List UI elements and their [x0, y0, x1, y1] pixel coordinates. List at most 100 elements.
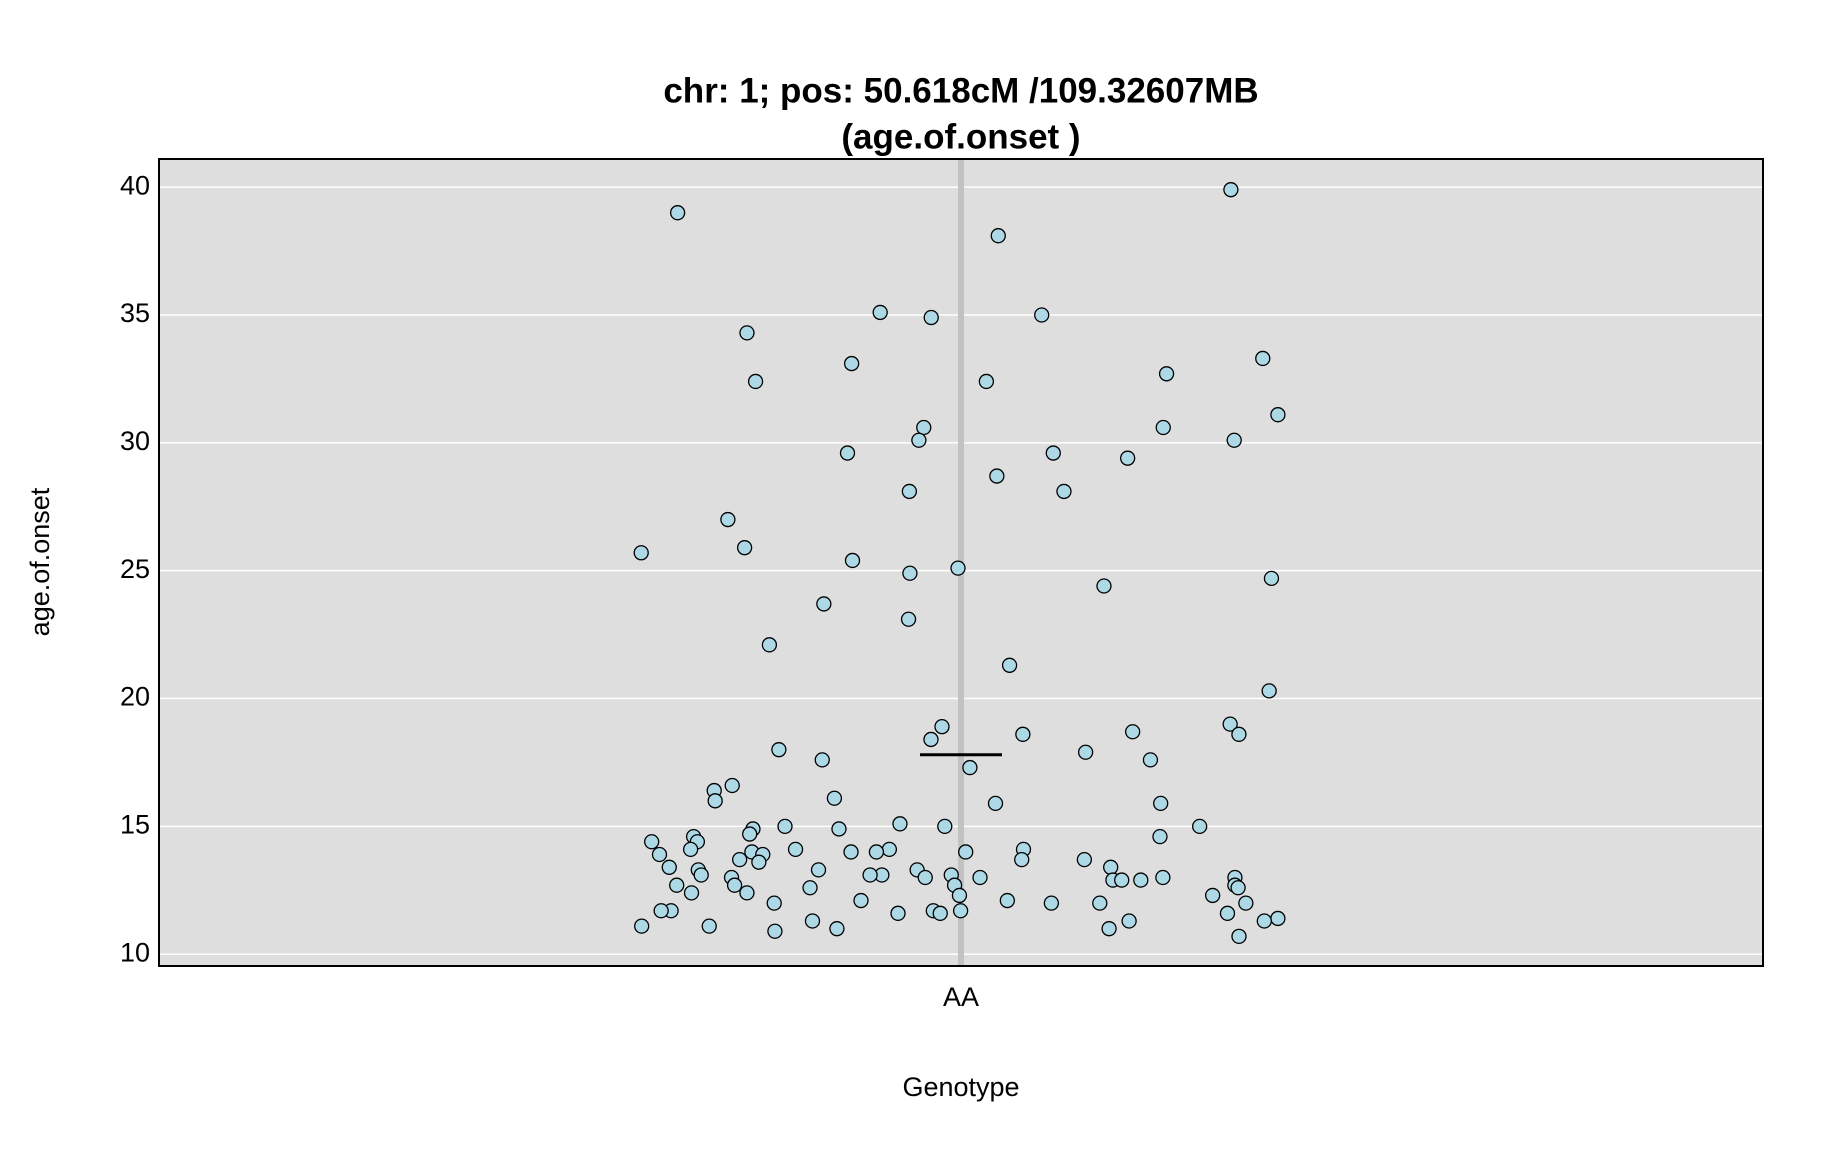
data-point — [952, 903, 969, 919]
data-point — [720, 511, 736, 528]
data-point — [766, 895, 782, 911]
data-point — [1238, 895, 1254, 911]
data-point — [1192, 818, 1208, 835]
plot-border — [158, 158, 1764, 967]
data-point — [1133, 872, 1149, 888]
data-point — [990, 228, 1006, 244]
data-point — [1204, 887, 1221, 904]
data-point — [767, 923, 783, 939]
data-point — [651, 846, 668, 863]
chart-title: chr: 1; pos: 50.618cM /109.32607MB — [663, 71, 1258, 110]
data-point — [771, 742, 787, 758]
data-point — [868, 844, 885, 860]
data-point — [1014, 851, 1030, 868]
data-point — [1223, 182, 1239, 198]
data-point — [634, 918, 650, 934]
data-point — [1155, 869, 1171, 886]
data-point — [1043, 895, 1060, 911]
data-point — [761, 637, 778, 653]
data-point — [747, 373, 764, 390]
data-point — [1121, 913, 1137, 929]
data-point — [644, 834, 660, 850]
data-point — [669, 205, 686, 221]
data-point — [831, 821, 847, 837]
data-point — [1230, 880, 1246, 896]
data-point — [1158, 366, 1175, 382]
data-point — [1152, 828, 1168, 845]
data-point — [810, 862, 827, 878]
data-point — [1119, 450, 1136, 466]
data-point — [950, 560, 966, 576]
y-tick-label: 30 — [120, 426, 150, 456]
data-point — [1256, 913, 1272, 929]
data-point — [1001, 657, 1018, 673]
data-point — [1125, 724, 1141, 740]
data-point — [987, 795, 1004, 812]
data-point — [669, 877, 685, 893]
data-point — [661, 859, 677, 875]
data-point — [742, 826, 758, 842]
data-point — [1045, 445, 1061, 461]
data-point — [1231, 928, 1247, 944]
data-point — [923, 309, 939, 326]
data-point — [844, 552, 861, 569]
data-point — [843, 355, 860, 372]
data-point — [999, 892, 1015, 909]
data-point — [814, 752, 830, 768]
data-point — [843, 844, 859, 860]
data-point — [816, 596, 832, 612]
data-point — [682, 841, 699, 858]
y-tick-label: 25 — [120, 554, 150, 584]
data-point — [902, 565, 918, 581]
data-point — [731, 851, 748, 868]
data-point — [1226, 432, 1242, 448]
data-point — [633, 545, 649, 561]
data-point — [1077, 744, 1094, 760]
data-point — [1231, 726, 1247, 742]
data-point — [923, 731, 939, 748]
data-point — [693, 867, 709, 883]
data-point — [751, 854, 767, 870]
data-point — [1261, 683, 1277, 699]
y-tick-label: 35 — [120, 298, 150, 328]
data-point — [989, 468, 1005, 484]
data-point — [653, 903, 669, 919]
data-point — [1142, 752, 1159, 768]
data-point — [777, 818, 793, 835]
data-point — [1155, 419, 1171, 436]
data-point — [1255, 350, 1271, 367]
data-point — [1153, 795, 1169, 812]
data-point — [839, 445, 856, 461]
data-point — [1114, 872, 1130, 888]
data-point — [1096, 578, 1112, 594]
chart-title: (age.of.onset ) — [841, 117, 1080, 156]
data-point — [1270, 407, 1286, 423]
data-point — [736, 540, 753, 556]
data-point — [726, 877, 743, 893]
data-point — [890, 905, 906, 921]
data-point — [934, 719, 950, 735]
data-point — [1263, 570, 1280, 587]
data-point — [1092, 895, 1108, 911]
data-point — [1056, 483, 1072, 500]
data-point — [916, 419, 932, 436]
data-point — [787, 841, 804, 858]
x-axis-label: Genotype — [902, 1072, 1019, 1102]
data-point — [972, 869, 988, 886]
data-point — [739, 885, 755, 901]
data-point — [951, 887, 968, 904]
data-point — [932, 905, 948, 921]
data-point — [962, 759, 978, 776]
data-point — [804, 913, 821, 929]
data-point — [872, 304, 888, 321]
data-point — [802, 880, 818, 896]
data-point — [1103, 859, 1119, 875]
data-point — [683, 885, 700, 901]
data-point — [881, 841, 898, 858]
data-point — [900, 611, 917, 627]
data-point — [958, 844, 974, 860]
data-point — [1015, 726, 1031, 742]
data-point — [1222, 716, 1238, 732]
